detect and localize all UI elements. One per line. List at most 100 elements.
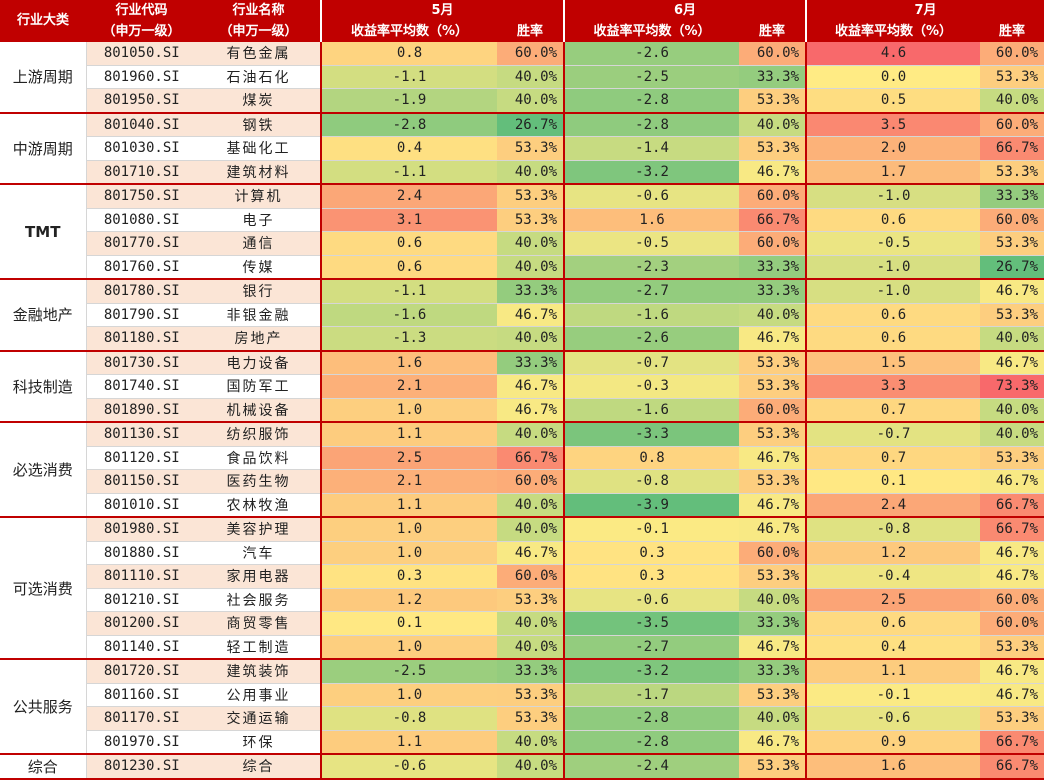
winrate-cell-jul: 53.3% [980, 65, 1044, 89]
winrate-cell-may: 46.7% [497, 303, 565, 327]
winrate-cell-may: 60.0% [497, 564, 565, 589]
winrate-cell-jul: 53.3% [980, 303, 1044, 327]
winrate-cell-jun: 46.7% [739, 326, 807, 352]
return-cell-jul: 1.1 [805, 659, 981, 684]
industry-name-cell: 轻工制造 [197, 635, 321, 660]
return-cell-jul: -0.6 [805, 706, 981, 731]
industry-code-cell: 801030.SI [86, 136, 197, 161]
return-cell-may: -1.9 [320, 88, 497, 114]
industry-code-cell: 801160.SI [86, 683, 197, 707]
return-cell-may: -2.8 [320, 112, 497, 137]
winrate-cell-jul: 66.7% [980, 517, 1044, 542]
industry-name-cell: 有色金属 [197, 42, 321, 66]
winrate-cell-jul: 66.7% [980, 754, 1044, 780]
table-row: 801080.SI 电子 3.1 53.3% 1.6 66.7% 0.6 60.0% [0, 208, 1044, 232]
return-cell-jun: -2.5 [563, 65, 740, 89]
industry-name-cell: 建筑材料 [197, 160, 321, 185]
return-cell-may: -1.6 [320, 303, 497, 327]
return-cell-jun: -1.4 [563, 136, 740, 161]
industry-code-cell: 801040.SI [86, 112, 197, 137]
category-cell: 上游周期 [0, 42, 87, 114]
winrate-cell-jun: 53.3% [739, 564, 807, 589]
return-cell-jun: -0.1 [563, 517, 740, 542]
table-row: 金融地产 801780.SI 银行 -1.1 33.3% -2.7 33.3% -1.0 46.… [0, 279, 1044, 352]
table-header: 行业大类 行业代码 行业名称 5月 6月 7月 （申万一级） （申万一级） 收益… [0, 0, 1044, 42]
winrate-cell-jun: 53.3% [739, 350, 807, 375]
table-row: TMT 801750.SI 计算机 2.4 53.3% -0.6 60.0% -1.0 33.3… [0, 184, 1044, 280]
winrate-cell-jun: 53.3% [739, 469, 807, 494]
return-cell-jul: 1.7 [805, 160, 981, 185]
return-cell-jun: -0.8 [563, 469, 740, 494]
return-cell-jul: 0.9 [805, 730, 981, 755]
category-cell: 可选消费 [0, 517, 87, 660]
winrate-cell-jun: 40.0% [739, 112, 807, 137]
industry-name-cell: 商贸零售 [197, 611, 321, 636]
industry-code-cell: 801080.SI [86, 208, 197, 232]
winrate-cell-jun: 40.0% [739, 303, 807, 327]
return-cell-jul: 0.4 [805, 635, 981, 660]
return-cell-may: -2.5 [320, 659, 497, 684]
table-body: 上游周期 801050.SI 有色金属 0.8 60.0% -2.6 60.0% 4.6 60.… [0, 42, 1044, 780]
return-cell-jul: 2.4 [805, 493, 981, 518]
winrate-cell-jul: 46.7% [980, 541, 1044, 565]
winrate-cell-jun: 66.7% [739, 208, 807, 232]
winrate-cell-jun: 53.3% [739, 374, 807, 399]
return-header-may: 收益率平均数（%） [320, 21, 497, 42]
winrate-cell-jun: 60.0% [739, 184, 807, 209]
return-cell-jun: -0.3 [563, 374, 740, 399]
industry-name-cell: 银行 [197, 279, 321, 304]
industry-name-cell: 家用电器 [197, 564, 321, 589]
return-cell-jul: 0.6 [805, 611, 981, 636]
winrate-cell-jun: 60.0% [739, 541, 807, 565]
return-cell-may: 3.1 [320, 208, 497, 232]
return-cell-may: -1.3 [320, 326, 497, 352]
return-cell-jun: -2.8 [563, 706, 740, 731]
industry-code-cell: 801130.SI [86, 422, 197, 447]
winrate-cell-may: 53.3% [497, 706, 565, 731]
return-cell-may: 1.0 [320, 517, 497, 542]
winrate-cell-may: 60.0% [497, 469, 565, 494]
winrate-cell-jul: 60.0% [980, 588, 1044, 612]
return-cell-jul: 0.0 [805, 65, 981, 89]
winrate-cell-may: 33.3% [497, 279, 565, 304]
industry-code-cell: 801740.SI [86, 374, 197, 399]
return-cell-jun: -2.6 [563, 326, 740, 352]
industry-code-cell: 801150.SI [86, 469, 197, 494]
winrate-cell-may: 40.0% [497, 635, 565, 660]
table-row: 801200.SI 商贸零售 0.1 40.0% -3.5 33.3% 0.6 60.0% [0, 611, 1044, 636]
industry-code-cell: 801750.SI [86, 184, 197, 209]
return-cell-may: -1.1 [320, 160, 497, 185]
winrate-cell-jun: 40.0% [739, 588, 807, 612]
industry-name-cell: 纺织服饰 [197, 422, 321, 447]
return-cell-jul: 0.5 [805, 88, 981, 114]
winrate-cell-may: 40.0% [497, 231, 565, 256]
return-cell-jun: -2.8 [563, 730, 740, 755]
name-subheader: （申万一级） [197, 21, 321, 42]
return-cell-jun: -2.8 [563, 112, 740, 137]
industry-code-cell: 801980.SI [86, 517, 197, 542]
return-cell-may: 1.1 [320, 422, 497, 447]
winrate-cell-may: 40.0% [497, 754, 565, 780]
table-row: 可选消费 801980.SI 美容护理 1.0 40.0% -0.1 46.7% -0.8 66… [0, 517, 1044, 660]
winrate-cell-may: 40.0% [497, 493, 565, 518]
table-row: 801960.SI 石油石化 -1.1 40.0% -2.5 33.3% 0.0 53.3% [0, 65, 1044, 89]
winrate-cell-jul: 66.7% [980, 730, 1044, 755]
winrate-cell-jul: 66.7% [980, 136, 1044, 161]
name-header: 行业名称 [197, 0, 321, 21]
winrate-cell-may: 40.0% [497, 422, 565, 447]
return-cell-may: 1.2 [320, 588, 497, 612]
category-cell: 综合 [0, 754, 87, 780]
industry-code-cell: 801230.SI [86, 754, 197, 780]
table-row: 801710.SI 建筑材料 -1.1 40.0% -3.2 46.7% 1.7 53.3% [0, 160, 1044, 185]
table-row: 科技制造 801730.SI 电力设备 1.6 33.3% -0.7 53.3% 1.5 46.… [0, 350, 1044, 423]
winrate-cell-jun: 60.0% [739, 42, 807, 66]
table-row: 801150.SI 医药生物 2.1 60.0% -0.8 53.3% 0.1 46.7% [0, 469, 1044, 494]
industry-code-cell: 801950.SI [86, 88, 197, 114]
return-cell-may: 0.3 [320, 564, 497, 589]
winrate-cell-jun: 33.3% [739, 279, 807, 304]
winrate-cell-jul: 46.7% [980, 683, 1044, 707]
table-row: 801790.SI 非银金融 -1.6 46.7% -1.6 40.0% 0.6 53.3% [0, 303, 1044, 327]
table-row: 801160.SI 公用事业 1.0 53.3% -1.7 53.3% -0.1 46.7% [0, 683, 1044, 707]
industry-name-cell: 计算机 [197, 184, 321, 209]
winrate-cell-jul: 73.3% [980, 374, 1044, 399]
